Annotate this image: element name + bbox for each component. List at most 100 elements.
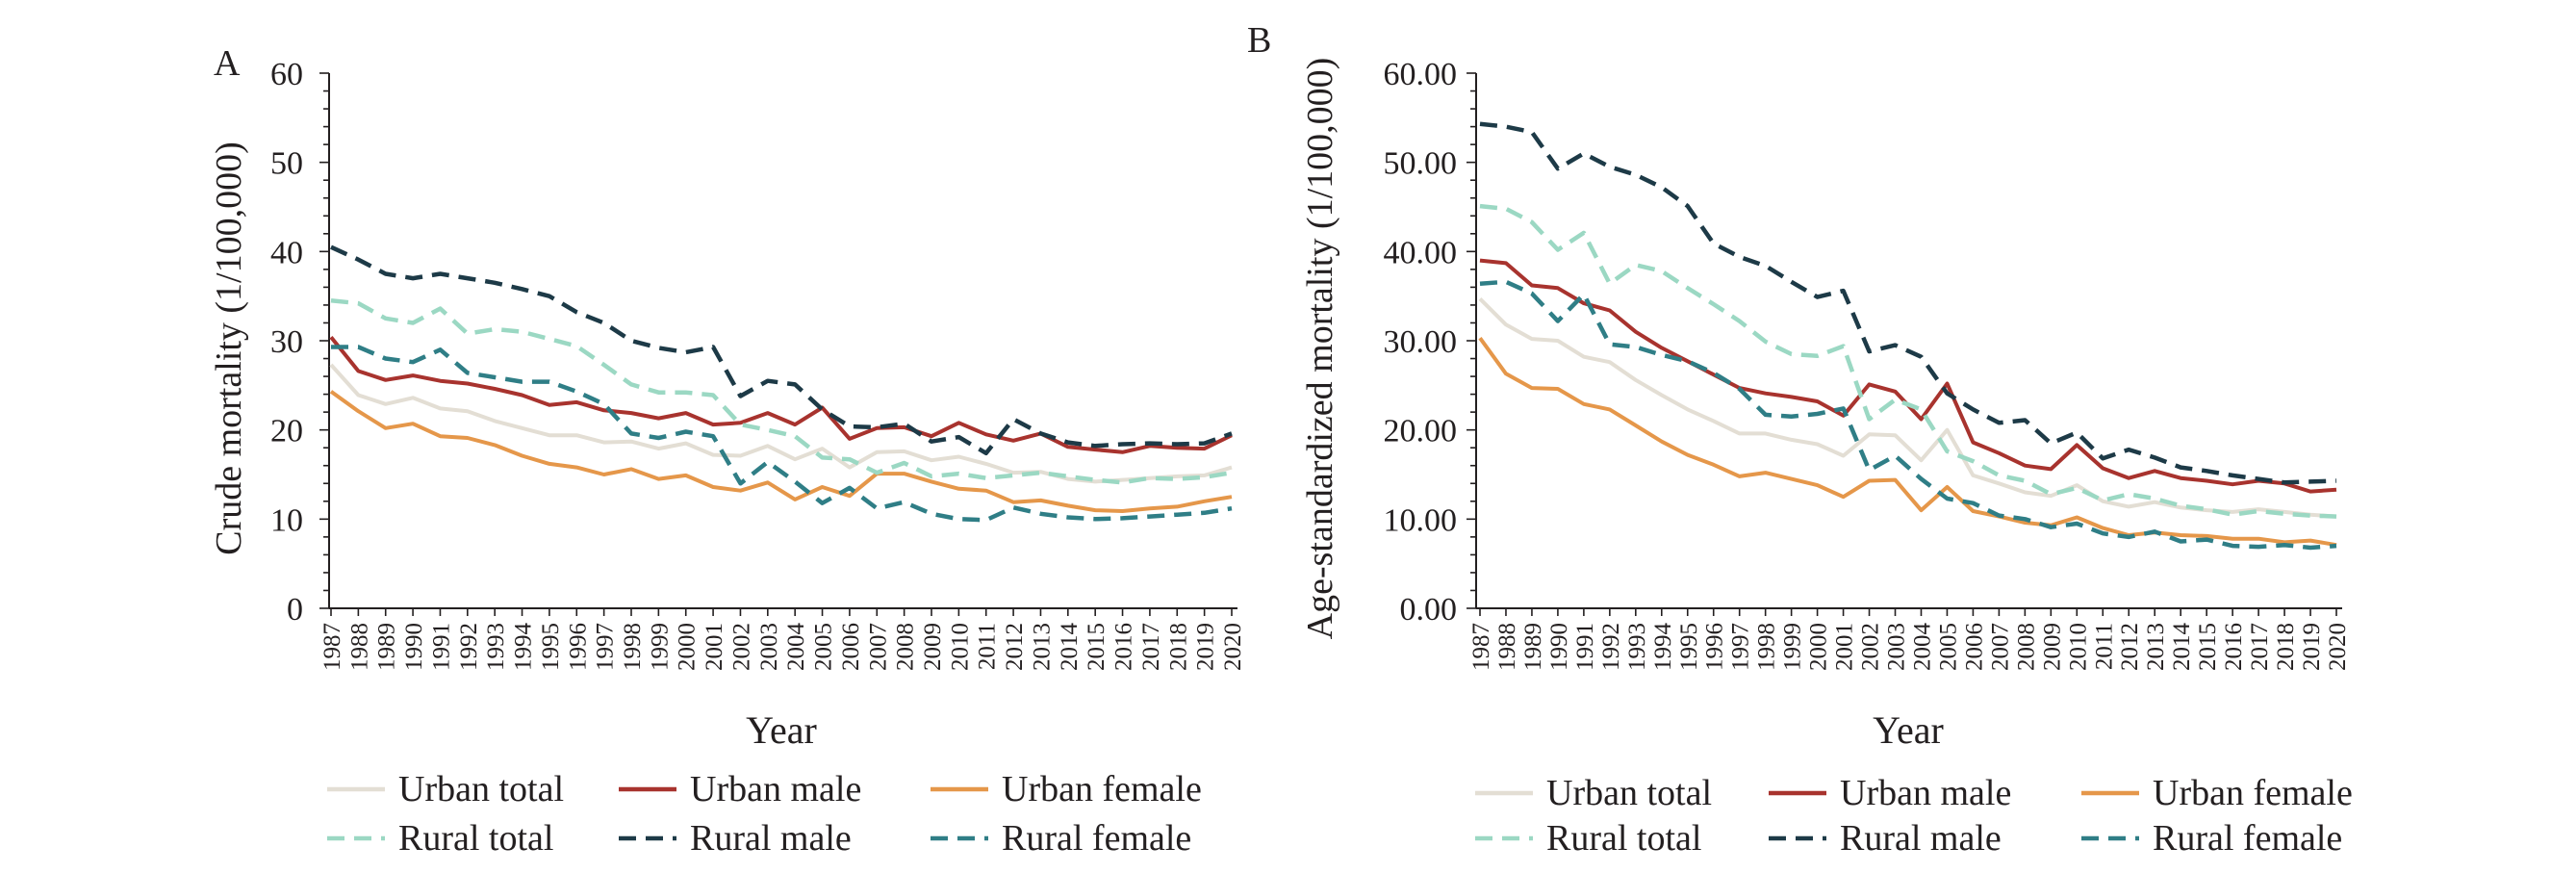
y-tick-label: 0.00 bbox=[1400, 592, 1458, 628]
x-tick-label: 2020 bbox=[2325, 623, 2351, 671]
series-line-rural-male bbox=[330, 244, 1233, 456]
x-tick-label: 1992 bbox=[1598, 623, 1624, 671]
x-tick-label: 2019 bbox=[1193, 623, 1219, 671]
x-tick-label: 1997 bbox=[593, 623, 619, 671]
y-tick-label: 60 bbox=[270, 57, 303, 92]
x-tick-label: 2002 bbox=[1858, 623, 1884, 671]
x-tick-label: 2003 bbox=[1884, 623, 1910, 671]
y-tick-label: 20 bbox=[270, 414, 303, 449]
legend: Urban total Urban male Urban female Rural t… bbox=[327, 769, 1202, 859]
series-line-rural-total bbox=[330, 298, 1233, 485]
x-tick-label: 1994 bbox=[1650, 623, 1676, 672]
series-line-rural-male bbox=[1479, 121, 2337, 485]
x-tick-label: 2018 bbox=[2273, 623, 2299, 671]
series-line-urban-female bbox=[329, 390, 1233, 513]
y-tick-label: 10.00 bbox=[1384, 502, 1458, 538]
x-tick-label: 2011 bbox=[975, 623, 1001, 670]
x-tick-label: 1991 bbox=[1572, 623, 1598, 671]
x-tick-label: 1988 bbox=[346, 623, 372, 671]
x-tick-label: 2013 bbox=[1029, 623, 1055, 671]
x-tick-label: 2011 bbox=[2091, 623, 2117, 670]
x-tick-label: 2008 bbox=[2013, 623, 2039, 671]
x-tick-label: 2012 bbox=[2117, 623, 2143, 671]
x-tick-label: 2007 bbox=[1987, 623, 2013, 671]
x-axis-title: Year bbox=[1873, 708, 1944, 752]
legend-label: Rural total bbox=[398, 818, 553, 859]
series-line-rural-total bbox=[1479, 203, 2337, 519]
series-line-urban-male bbox=[1479, 258, 2337, 494]
x-tick-label: 1995 bbox=[1676, 623, 1702, 671]
y-tick-label: 10 bbox=[270, 502, 303, 538]
x-tick-label: 2000 bbox=[675, 623, 701, 671]
x-tick-label: 2016 bbox=[1111, 623, 1137, 671]
series-line-rural-female bbox=[1479, 279, 2337, 551]
x-tick-label: 1995 bbox=[538, 623, 564, 671]
y-tick-label: 40.00 bbox=[1384, 235, 1458, 270]
y-axis-title: Age-standardized mortality (1/100,000) bbox=[1300, 58, 1340, 640]
x-tick-label: 1998 bbox=[1754, 623, 1780, 671]
series-line-urban-female bbox=[1478, 337, 2337, 548]
x-tick-label: 1993 bbox=[483, 623, 509, 671]
x-tick-label: 2012 bbox=[1002, 623, 1028, 671]
series-line-urban-male bbox=[329, 336, 1233, 454]
x-tick-label: 1999 bbox=[647, 623, 673, 671]
x-tick-label: 2018 bbox=[1165, 623, 1191, 671]
x-tick-label: 2003 bbox=[756, 623, 782, 671]
x-tick-label: 1991 bbox=[428, 623, 454, 671]
x-tick-label: 2015 bbox=[1084, 623, 1109, 671]
x-tick-label: 2004 bbox=[783, 623, 809, 672]
x-tick-label: 2005 bbox=[1935, 623, 1961, 671]
x-tick-label: 2019 bbox=[2299, 623, 2325, 671]
x-tick-label: 2017 bbox=[2247, 623, 2273, 671]
x-tick-label: 1987 bbox=[319, 623, 345, 671]
legend-label: Urban female bbox=[1002, 769, 1202, 809]
panel-label: B bbox=[1247, 20, 1271, 61]
x-tick-label: 2017 bbox=[1138, 623, 1164, 671]
x-tick-label: 2006 bbox=[838, 623, 864, 671]
y-tick-label: 50.00 bbox=[1384, 146, 1458, 182]
chart-panel-b: B 0.00 10.00 20.00 30.00 40.00 50.00 60.00 1987 1… bbox=[1247, 20, 2353, 859]
x-tick-label: 2015 bbox=[2195, 623, 2221, 671]
x-tick-label: 1987 bbox=[1468, 623, 1494, 671]
x-tick-label: 2016 bbox=[2221, 623, 2247, 671]
legend-label: Urban total bbox=[398, 769, 564, 809]
x-tick-label: 1990 bbox=[401, 623, 427, 671]
x-tick-label: 2020 bbox=[1220, 623, 1246, 671]
y-tick-label: 30 bbox=[270, 324, 303, 360]
x-axis-title: Year bbox=[746, 708, 817, 752]
legend-label: Rural female bbox=[2153, 818, 2342, 859]
legend: Urban total Urban male Urban female Rural t… bbox=[1475, 773, 2353, 859]
x-tick-label: 2005 bbox=[811, 623, 837, 671]
x-tick-label: 2010 bbox=[2065, 623, 2091, 671]
legend-label: Rural male bbox=[1840, 818, 2002, 859]
y-tick-label: 30.00 bbox=[1384, 324, 1458, 360]
x-tick-label: 2014 bbox=[1057, 623, 1083, 672]
x-tick-label: 1994 bbox=[511, 623, 537, 672]
legend-label: Urban female bbox=[2153, 773, 2353, 813]
legend-label: Urban male bbox=[690, 769, 861, 809]
x-tick-label: 2006 bbox=[1961, 623, 1987, 671]
y-tick-label: 20.00 bbox=[1384, 414, 1458, 449]
x-tick-label: 2009 bbox=[2039, 623, 2065, 671]
legend-label: Rural male bbox=[690, 818, 852, 859]
y-tick-label: 60.00 bbox=[1384, 57, 1458, 92]
x-tick-label: 1993 bbox=[1624, 623, 1650, 671]
x-tick-label: 2000 bbox=[1806, 623, 1832, 671]
x-tick-label: 1989 bbox=[1520, 623, 1546, 671]
x-tick-label: 2008 bbox=[893, 623, 919, 671]
x-tick-label: 1996 bbox=[565, 623, 591, 671]
y-tick-label: 0 bbox=[287, 592, 303, 628]
y-tick-label: 50 bbox=[270, 146, 303, 182]
legend-label: Rural female bbox=[1002, 818, 1191, 859]
x-tick-label: 1997 bbox=[1728, 623, 1754, 671]
x-tick-label: 2009 bbox=[920, 623, 946, 671]
x-tick-label: 1998 bbox=[620, 623, 646, 671]
series-line-rural-female bbox=[331, 345, 1233, 523]
x-tick-label: 1989 bbox=[374, 623, 400, 671]
x-tick-label: 1996 bbox=[1702, 623, 1728, 671]
x-tick-label: 2004 bbox=[1909, 623, 1935, 672]
x-tick-label: 2013 bbox=[2143, 623, 2169, 671]
x-tick-label: 1992 bbox=[456, 623, 482, 671]
x-tick-label: 2007 bbox=[865, 623, 891, 671]
legend-label: Rural total bbox=[1546, 818, 1701, 859]
